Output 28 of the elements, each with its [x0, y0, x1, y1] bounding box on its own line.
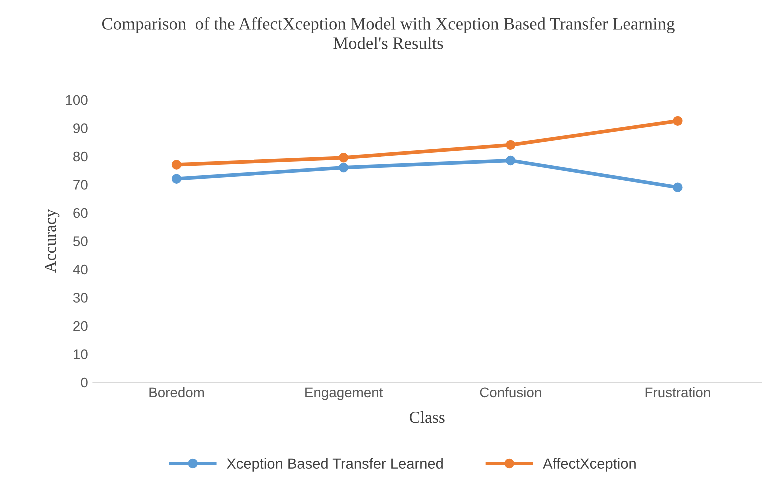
y-tick-label: 50: [73, 236, 88, 246]
y-axis-title: Accuracy: [45, 209, 60, 274]
y-tick-label: 20: [74, 321, 88, 332]
y-tick-label: 0: [81, 378, 88, 388]
y-tick-label: 30: [73, 293, 88, 303]
y-tick-label: 40: [73, 264, 88, 275]
legend-label: Xception Based Transfer Learned: [226, 458, 443, 472]
point: [338, 153, 349, 163]
point: [506, 140, 516, 150]
chart-title: Comparison of the AffectXception Model with Xception Based Transfer Learning Model's Results: [102, 18, 675, 50]
y-tick-label: 100: [66, 95, 88, 106]
legend-label: AffectXception: [543, 458, 636, 472]
x-tick-label: Confusion: [480, 387, 542, 398]
point: [673, 116, 683, 126]
point: [172, 160, 182, 170]
y-tick-label: 90: [74, 124, 88, 134]
point: [673, 182, 683, 192]
x-axis-title: Class: [410, 411, 445, 424]
point: [506, 156, 516, 166]
y-tick-label: 60: [74, 208, 88, 218]
y-tick-label: 10: [74, 350, 88, 360]
y-tick-label: 70: [74, 180, 88, 190]
point: [338, 162, 349, 173]
x-tick-label: Engagement: [306, 388, 384, 400]
x-tick-label: Boredom: [150, 387, 204, 398]
x-tick-label: Frustration: [646, 387, 710, 398]
y-tick-label: 80: [74, 152, 88, 162]
point: [172, 174, 182, 184]
